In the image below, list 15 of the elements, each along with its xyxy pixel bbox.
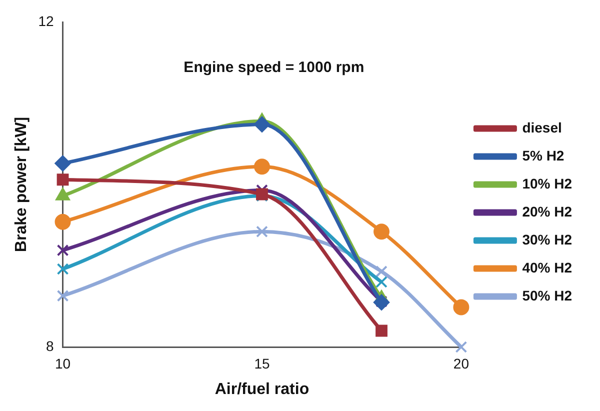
legend-label: 20% H2 [522,203,572,220]
annotation: Engine speed = 1000 rpm [184,59,364,76]
x-axis-title: Air/fuel ratio [214,380,310,398]
legend-label: 40% H2 [522,259,572,276]
legend-label: 50% H2 [522,287,572,304]
y-tick-label: 8 [46,338,54,354]
legend-label: 30% H2 [522,231,572,248]
legend-label: 5% H2 [522,147,564,164]
x-tick-label: 20 [453,355,470,372]
y-axis-title: Brake power [kW] [13,116,30,252]
legend-label: diesel [522,119,562,136]
x-tick-label: 15 [254,355,270,372]
y-tick-label: 12 [38,12,54,29]
legend-label: 10% H2 [522,175,572,192]
x-tick-label: 10 [54,355,71,372]
